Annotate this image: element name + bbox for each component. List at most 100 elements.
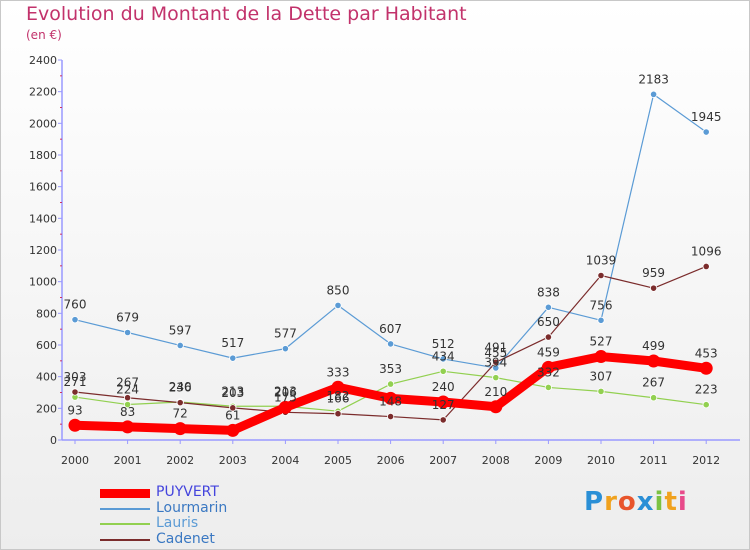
data-point-cadenet [544,333,553,341]
x-tick-label: 2008 [482,454,510,467]
data-point-lauris [544,383,553,392]
data-point-lourmarin [649,90,658,98]
data-point-puyvert [699,361,713,375]
data-label-cadenet: 148 [379,395,402,409]
brand-letter: i [677,487,688,517]
data-label-puyvert: 240 [432,380,455,394]
data-label-lauris: 434 [432,349,455,363]
legend-label: Lourmarin [156,499,228,516]
y-tick-label: 800 [36,307,57,320]
data-label-lauris: 213 [274,384,297,398]
data-point-cadenet [71,388,79,396]
data-label-puyvert: 83 [120,405,135,419]
data-point-lourmarin [176,341,184,350]
y-tick-label: 400 [36,371,57,384]
data-label-cadenet: 203 [221,386,244,400]
brand-letter: x [636,487,655,517]
data-point-lourmarin [386,340,395,348]
data-point-lourmarin [597,316,605,324]
data-point-puyvert [489,400,503,414]
data-label-lauris: 224 [116,383,139,397]
legend-label: Lauris [156,515,199,531]
data-label-cadenet: 1039 [586,253,617,267]
x-tick-label: 2011 [640,454,668,467]
data-label-lourmarin: 756 [590,298,613,312]
x-tick-label: 2003 [219,454,247,467]
data-point-puyvert [647,354,661,368]
x-tick-label: 2010 [587,454,615,467]
data-label-puyvert: 333 [327,365,350,379]
data-label-puyvert: 61 [225,408,240,422]
data-point-puyvert [278,400,292,414]
series-points [68,90,713,437]
data-point-puyvert [68,418,82,432]
data-label-cadenet: 650 [537,315,560,329]
data-point-lauris [649,394,658,402]
x-tick-label: 2012 [692,454,720,467]
x-tick-label: 2001 [114,454,142,467]
data-label-puyvert: 93 [67,403,82,417]
data-label-lourmarin: 512 [432,337,455,351]
x-tick-label: 2000 [61,454,89,467]
data-label-cadenet: 175 [274,390,297,404]
data-label-lauris: 267 [642,376,665,390]
y-tick-label: 1000 [29,276,57,289]
y-tick-label: 200 [36,402,57,415]
chart-title: Evolution du Montant de la Dette par Hab… [26,3,467,25]
y-tick-label: 1600 [29,181,57,194]
data-point-lauris [597,387,605,395]
y-tick-label: 2200 [29,86,57,99]
y-tick-label: 600 [36,339,57,352]
y-tick-label: 1400 [29,212,57,225]
data-point-cadenet [597,271,605,280]
data-label-cadenet: 1096 [691,244,722,258]
y-tick-label: 1200 [29,244,57,257]
data-point-cadenet [386,412,395,421]
data-label-cadenet: 166 [327,392,350,406]
data-label-lourmarin: 1945 [691,110,722,124]
data-label-cadenet: 959 [642,266,665,280]
data-label-lauris: 182 [327,389,350,403]
data-label-puyvert: 527 [590,335,613,349]
data-point-lourmarin [124,328,132,337]
data-label-lourmarin: 2183 [638,72,669,86]
data-point-lauris [124,400,132,409]
legend-swatch [100,489,150,498]
data-label-lauris: 394 [484,356,507,370]
x-tick-label: 2009 [534,454,562,467]
data-point-lauris [386,380,395,388]
data-point-cadenet [492,358,500,366]
data-point-puyvert [541,360,555,374]
data-label-lourmarin: 760 [64,298,87,312]
data-label-puyvert: 459 [537,345,560,359]
legend-label: PUYVERT [156,484,219,500]
data-label-cadenet: 236 [169,381,192,395]
data-label-lourmarin: 597 [169,323,192,337]
data-label-lauris: 213 [221,384,244,398]
y-tick-label: 1800 [29,149,57,162]
brand-letter: P [584,487,605,517]
data-point-lourmarin [71,316,79,324]
data-point-lauris [492,374,500,382]
data-label-lauris: 307 [590,369,613,383]
data-label-lauris: 223 [695,383,718,397]
data-label-lauris: 271 [64,375,87,389]
data-point-lauris [702,401,710,409]
data-label-cadenet: 127 [432,398,455,412]
data-point-lourmarin [702,128,710,136]
data-point-puyvert [226,423,240,437]
x-tick-label: 2005 [324,454,352,467]
data-label-puyvert: 210 [484,385,507,399]
brand-letter: r [604,487,618,517]
data-label-lourmarin: 850 [327,283,350,297]
data-label-lourmarin: 838 [537,285,560,299]
data-point-puyvert [594,350,608,364]
data-point-cadenet [334,410,342,418]
chart-subtitle: (en €) [26,28,62,42]
data-point-cadenet [649,284,658,292]
data-label-lourmarin: 679 [116,310,139,324]
legend-swatch [100,507,150,510]
data-labels: 760 679 597 517 577 850 607 512 455 838 756 2183 194… [64,72,722,422]
